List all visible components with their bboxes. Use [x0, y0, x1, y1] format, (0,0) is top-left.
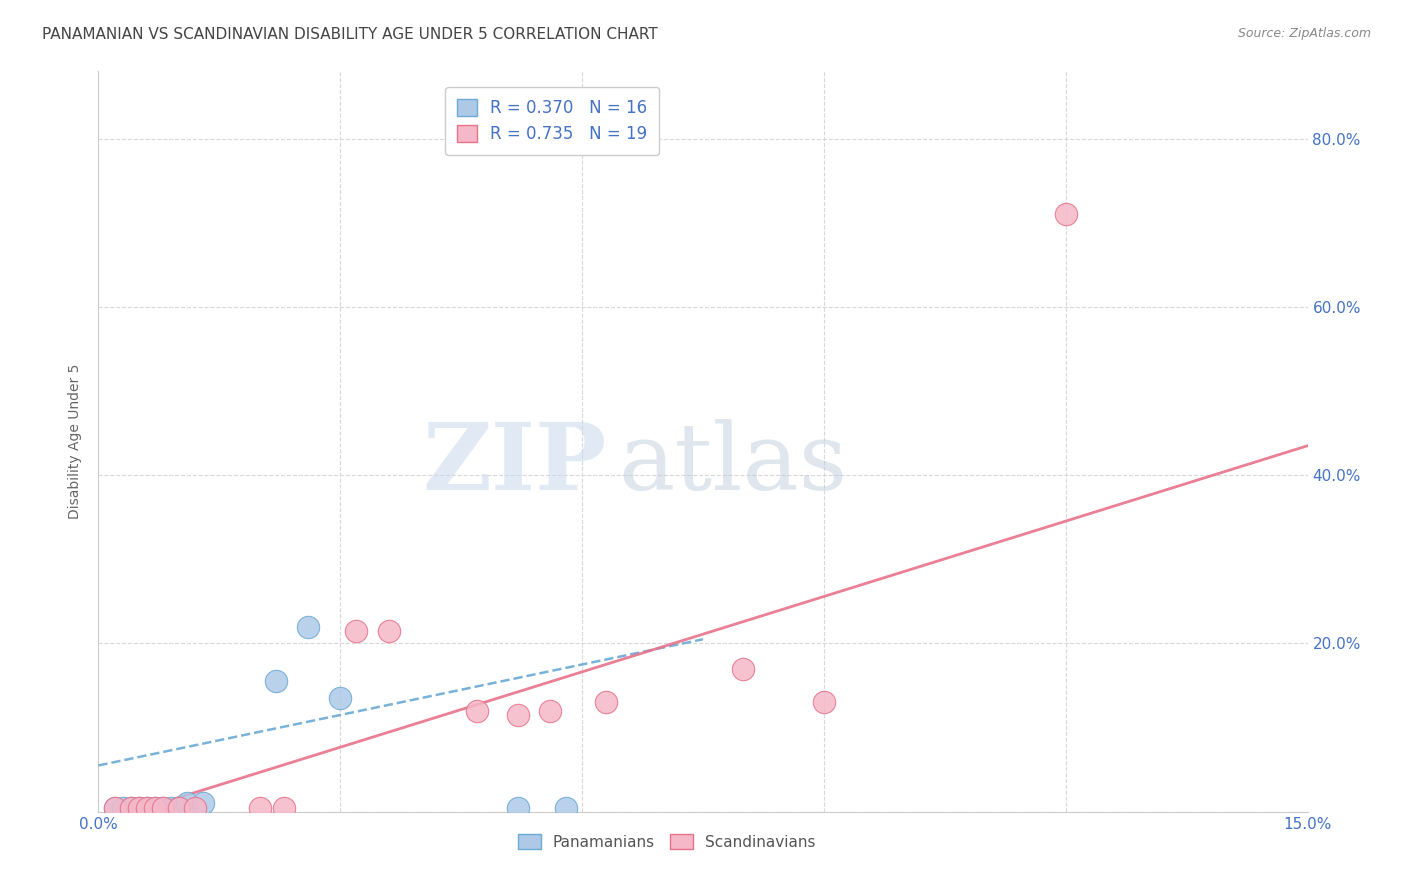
Point [1054, 207, 1077, 221]
Legend: Panamanians, Scandinavians: Panamanians, Scandinavians [512, 828, 823, 856]
Point [377, 624, 399, 638]
Point [264, 674, 287, 689]
Point [329, 691, 352, 706]
Point [128, 800, 150, 814]
Text: ZIP: ZIP [422, 418, 606, 508]
Point [506, 708, 529, 723]
Text: PANAMANIAN VS SCANDINAVIAN DISABILITY AGE UNDER 5 CORRELATION CHART: PANAMANIAN VS SCANDINAVIAN DISABILITY AG… [42, 27, 658, 42]
Point [297, 619, 319, 633]
Point [152, 800, 174, 814]
Text: atlas: atlas [619, 418, 848, 508]
Point [167, 800, 190, 814]
Point [152, 800, 174, 814]
Point [143, 800, 166, 814]
Point [249, 800, 271, 814]
Y-axis label: Disability Age Under 5: Disability Age Under 5 [69, 364, 83, 519]
Point [111, 800, 134, 814]
Text: Source: ZipAtlas.com: Source: ZipAtlas.com [1237, 27, 1371, 40]
Point [193, 797, 215, 811]
Point [120, 800, 142, 814]
Point [167, 800, 190, 814]
Point [128, 800, 150, 814]
Point [506, 800, 529, 814]
Point [160, 800, 183, 814]
Point [103, 800, 125, 814]
Point [135, 800, 157, 814]
Point [135, 800, 157, 814]
Point [813, 695, 835, 709]
Point [344, 624, 367, 638]
Point [120, 800, 142, 814]
Point [595, 695, 617, 709]
Point [273, 800, 295, 814]
Point [184, 800, 207, 814]
Point [465, 704, 488, 718]
Point [103, 800, 125, 814]
Point [176, 797, 198, 811]
Point [555, 800, 578, 814]
Point [143, 800, 166, 814]
Point [733, 662, 755, 676]
Point [538, 704, 561, 718]
